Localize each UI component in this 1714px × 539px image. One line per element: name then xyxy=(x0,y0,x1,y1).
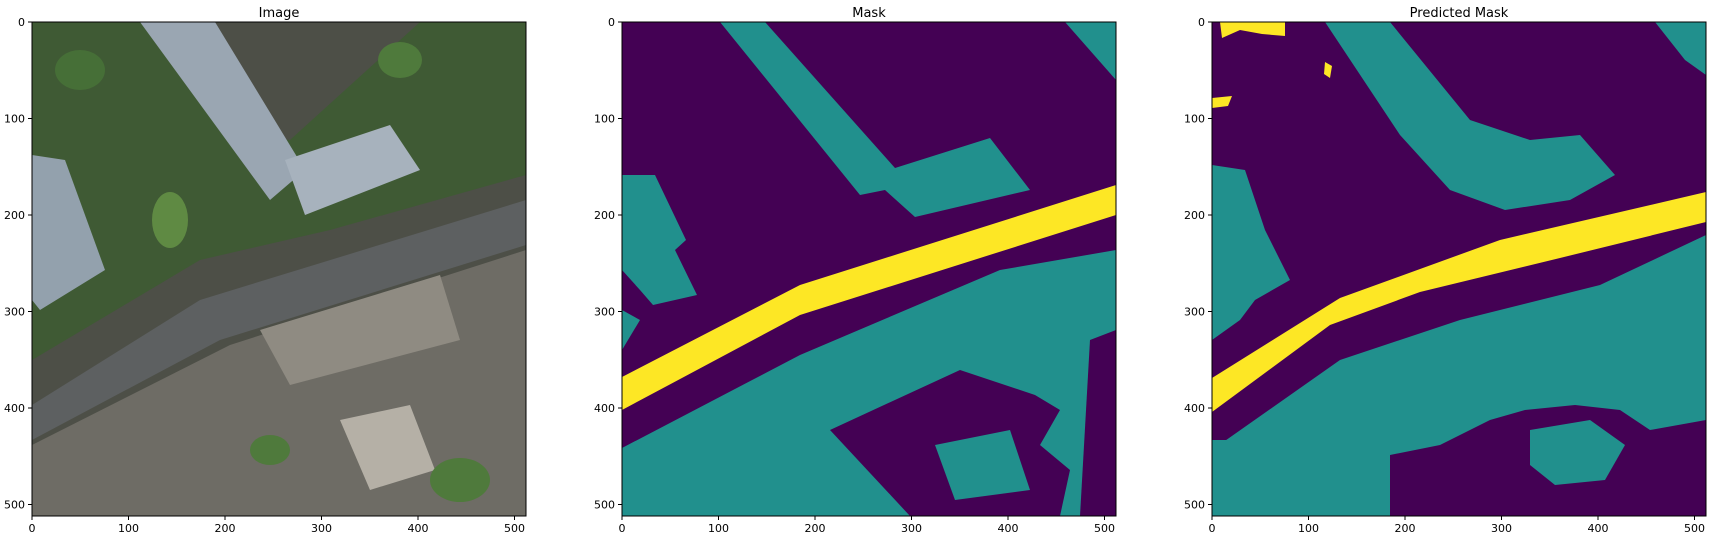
x-tick-label: 200 xyxy=(805,522,826,535)
y-tick-label: 400 xyxy=(4,402,25,415)
mask-road xyxy=(1212,192,1706,412)
y-tick-label: 500 xyxy=(4,499,25,512)
axes-frame-image xyxy=(31,21,527,517)
x-tick-label: 100 xyxy=(118,522,139,535)
aerial-tree xyxy=(55,50,105,90)
y-tick-label: 0 xyxy=(1198,16,1205,29)
panel-title-image: Image xyxy=(259,6,300,21)
x-tick-label: 300 xyxy=(901,522,922,535)
mask-background xyxy=(1080,330,1116,516)
y-tick-label: 100 xyxy=(594,113,615,126)
mask-road xyxy=(622,185,1116,410)
y-axis-predicted-mask: 0 100 200 300 400 500 xyxy=(1184,16,1212,512)
mask-building xyxy=(622,175,697,305)
y-tick-label: 300 xyxy=(1184,306,1205,319)
y-tick-label: 500 xyxy=(594,499,615,512)
x-tick-label: 500 xyxy=(1684,522,1705,535)
panel-predicted-mask: Predicted Mask xyxy=(1184,6,1707,535)
x-tick-label: 400 xyxy=(1588,522,1609,535)
x-tick-label: 500 xyxy=(1094,522,1115,535)
aerial-roof xyxy=(32,155,105,310)
aerial-roof xyxy=(260,275,460,385)
y-tick-label: 200 xyxy=(4,209,25,222)
y-tick-label: 100 xyxy=(4,113,25,126)
panel-image: Image xyxy=(4,6,527,535)
mask-building xyxy=(1212,440,1390,516)
aerial-roof xyxy=(285,125,420,215)
aerial-road xyxy=(32,200,526,440)
y-tick-label: 100 xyxy=(1184,113,1205,126)
x-tick-label: 0 xyxy=(1209,522,1216,535)
aerial-tree xyxy=(152,192,188,248)
mask-building xyxy=(1325,22,1615,210)
y-tick-label: 200 xyxy=(594,209,615,222)
x-tick-label: 0 xyxy=(29,522,36,535)
mask-building xyxy=(1530,420,1625,485)
x-tick-label: 400 xyxy=(998,522,1019,535)
y-axis-mask: 0 100 200 300 400 500 xyxy=(594,16,622,512)
panel-mask: Mask 0 100 xyxy=(594,6,1117,535)
x-tick-label: 0 xyxy=(619,522,626,535)
y-tick-label: 300 xyxy=(4,306,25,319)
y-tick-label: 400 xyxy=(1184,402,1205,415)
mask-image xyxy=(622,22,1116,516)
x-axis-predicted-mask: 0 100 200 300 400 500 xyxy=(1209,516,1705,535)
y-tick-label: 500 xyxy=(1184,499,1205,512)
aerial-tree xyxy=(430,458,490,502)
predicted-mask-image xyxy=(1212,22,1706,516)
aerial-tree xyxy=(378,42,422,78)
y-tick-label: 0 xyxy=(608,16,615,29)
aerial-roof xyxy=(140,22,305,200)
aerial-tree xyxy=(250,435,290,465)
mask-building xyxy=(1065,22,1116,80)
x-tick-label: 100 xyxy=(1298,522,1319,535)
panel-title-mask: Mask xyxy=(852,6,886,21)
x-tick-label: 500 xyxy=(504,522,525,535)
x-tick-label: 200 xyxy=(215,522,236,535)
mask-building xyxy=(1212,165,1290,340)
axes-frame-predicted-mask xyxy=(1211,21,1707,517)
x-axis-mask: 0 100 200 300 400 500 xyxy=(619,516,1115,535)
mask-building xyxy=(720,22,1030,217)
mask-building xyxy=(935,430,1030,500)
mask-road xyxy=(1220,22,1285,38)
y-axis-image: 0 100 200 300 400 500 xyxy=(4,16,32,512)
aerial-roof xyxy=(340,405,435,490)
x-tick-label: 300 xyxy=(311,522,332,535)
mask-building xyxy=(1655,22,1706,75)
x-tick-label: 100 xyxy=(708,522,729,535)
aerial-image xyxy=(32,22,526,516)
x-tick-label: 400 xyxy=(408,522,429,535)
mask-road xyxy=(1324,62,1332,78)
y-tick-label: 0 xyxy=(18,16,25,29)
y-tick-label: 200 xyxy=(1184,209,1205,222)
x-tick-label: 200 xyxy=(1395,522,1416,535)
x-tick-label: 300 xyxy=(1491,522,1512,535)
mask-building xyxy=(622,310,640,350)
panel-title-predicted-mask: Predicted Mask xyxy=(1410,6,1509,21)
x-axis-image: 0 100 200 300 400 500 xyxy=(29,516,525,535)
y-tick-label: 400 xyxy=(594,402,615,415)
y-tick-label: 300 xyxy=(594,306,615,319)
mask-road xyxy=(1212,96,1232,108)
axes-frame-mask xyxy=(621,21,1117,517)
